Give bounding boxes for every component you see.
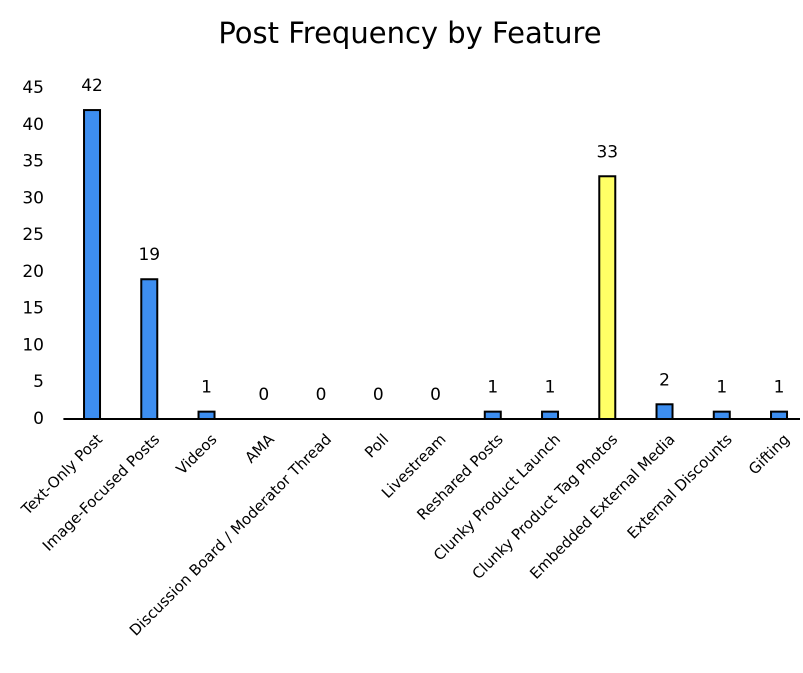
y-tick-label: 15 (22, 299, 44, 319)
bar (541, 410, 560, 420)
bar (655, 403, 674, 420)
data-label: 1 (716, 378, 727, 398)
data-label: 1 (774, 378, 785, 398)
bar (83, 109, 102, 420)
data-label: 19 (138, 245, 160, 265)
chart-title: Post Frequency by Feature (218, 16, 601, 50)
x-tick-label: Image-Focused Posts (39, 430, 164, 555)
data-label: 2 (659, 370, 670, 390)
x-tick-label: External Discounts (624, 430, 736, 542)
bar (712, 410, 731, 420)
data-label: 1 (201, 378, 212, 398)
data-label: 0 (258, 385, 269, 405)
data-label: 1 (545, 378, 556, 398)
bar (483, 410, 502, 420)
x-tick-label: Discussion Board / Moderator Thread (126, 430, 335, 639)
y-tick-label: 0 (33, 409, 44, 429)
y-tick-label: 25 (22, 225, 44, 245)
y-tick-label: 5 (33, 372, 44, 392)
x-tick-label: Gifting (745, 430, 793, 478)
bar (140, 278, 159, 420)
data-label: 1 (487, 378, 498, 398)
y-tick-label: 35 (22, 152, 44, 172)
bar (770, 410, 789, 420)
data-label: 0 (316, 385, 327, 405)
data-label: 42 (81, 76, 103, 96)
x-tick-label: Videos (173, 430, 221, 478)
bar (598, 175, 617, 420)
data-label: 33 (596, 142, 618, 162)
y-tick-label: 45 (22, 78, 44, 98)
y-tick-label: 30 (22, 188, 44, 208)
x-tick-label: Poll (361, 430, 392, 461)
y-tick-label: 20 (22, 262, 44, 282)
y-tick-label: 10 (22, 335, 44, 355)
data-label: 0 (373, 385, 384, 405)
y-tick-label: 40 (22, 115, 44, 135)
data-label: 0 (430, 385, 441, 405)
bar (197, 410, 216, 420)
x-tick-label: AMA (241, 430, 278, 467)
